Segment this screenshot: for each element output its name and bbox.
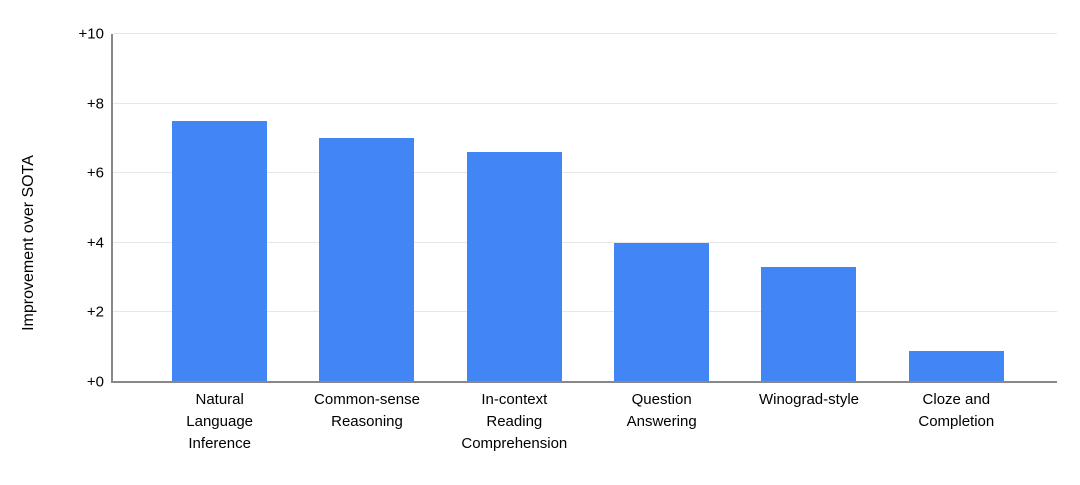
bar-group (735, 34, 882, 382)
y-tick-label: +0 (86, 373, 104, 391)
bar-group (146, 34, 293, 382)
y-axis-title: Improvement over SOTA (20, 155, 37, 331)
gridline (113, 311, 1057, 313)
category-label: Common-sense Reasoning (314, 391, 420, 430)
bar (908, 350, 1004, 382)
gridline (113, 33, 1057, 34)
category-label: Question Answering (626, 391, 697, 430)
gridline (113, 241, 1057, 243)
y-tick-label: +4 (86, 234, 104, 252)
x-axis-line (111, 381, 1057, 383)
bar (466, 152, 562, 382)
y-tick-label: +2 (86, 303, 104, 321)
category-label: Cloze and Completion (918, 391, 995, 430)
y-axis-line (111, 34, 113, 382)
bars (113, 34, 1057, 382)
bar (319, 138, 415, 382)
category-label: Winograd-style (758, 391, 859, 408)
bar (614, 242, 710, 382)
gridline (113, 172, 1057, 174)
y-tick-label: +8 (86, 95, 104, 113)
x-axis-labels: Natural Language Inference Common-sense R… (113, 389, 1057, 455)
bar-group (883, 34, 1030, 382)
category-label: Natural Language Inference (186, 391, 254, 452)
bar-group (588, 34, 735, 382)
bar-group (293, 34, 440, 382)
y-tick-label: +6 (86, 164, 104, 182)
gridline (113, 102, 1057, 104)
plot-area (111, 33, 1057, 383)
category-label: In-context Reading Comprehension (461, 391, 568, 452)
y-tick-label: +10 (78, 25, 104, 43)
bar (761, 267, 857, 382)
bar-group (441, 34, 588, 382)
bar (172, 121, 268, 382)
